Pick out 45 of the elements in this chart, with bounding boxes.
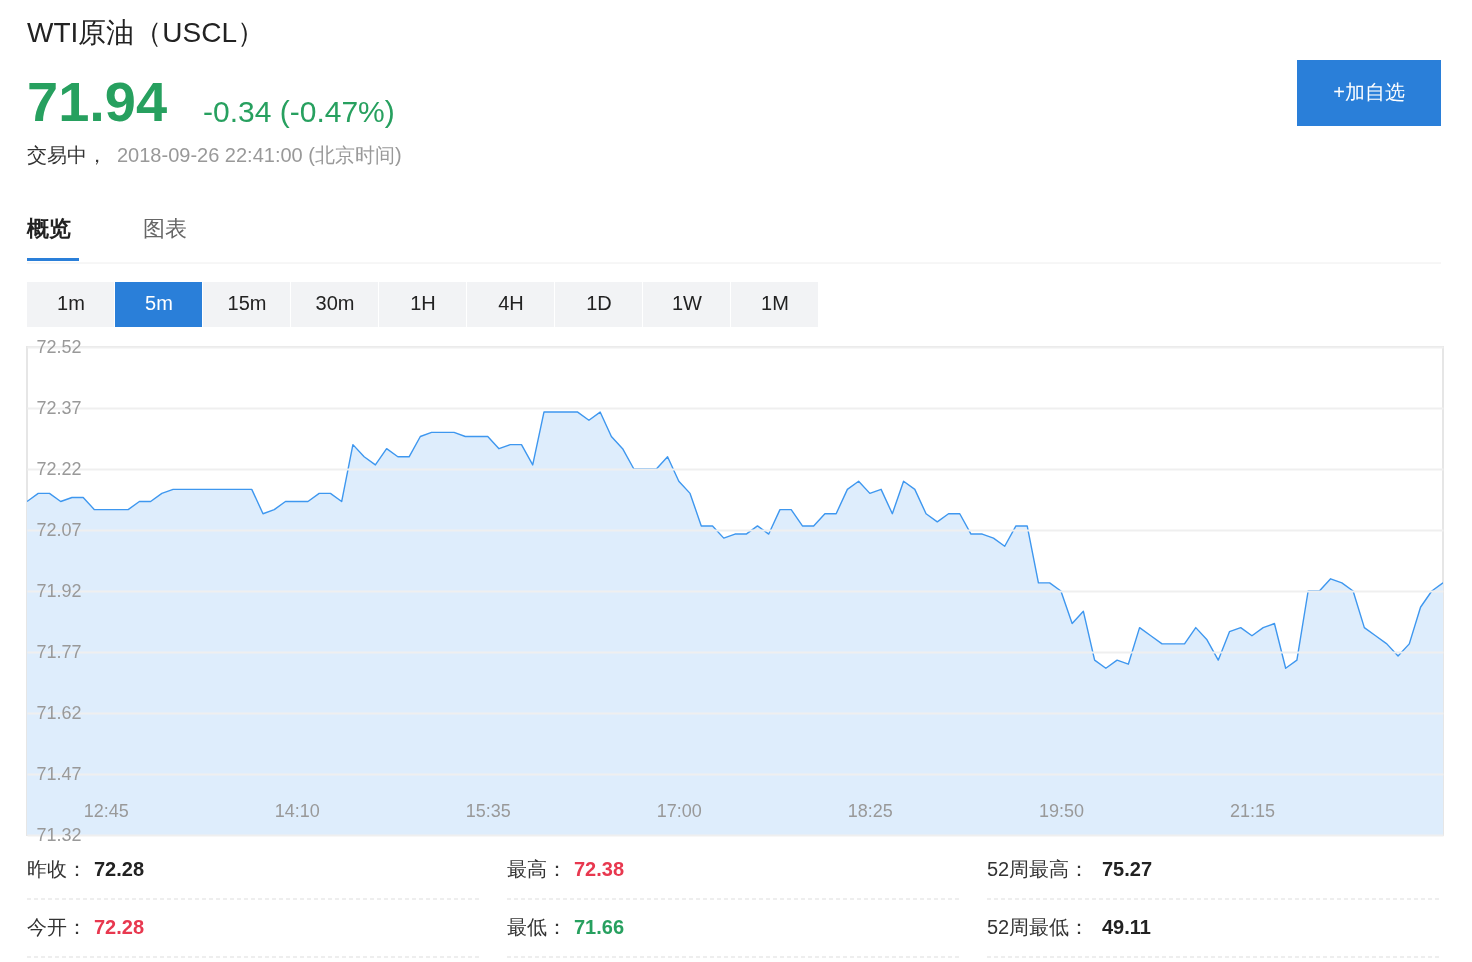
text: 图表 [143, 216, 187, 241]
text: 72.38 [574, 858, 625, 880]
x-tick-label: 14:10 [274, 800, 320, 821]
y-tick-label: 71.47 [36, 763, 82, 784]
text: 概览 [26, 216, 71, 241]
y-tick-label: 72.07 [36, 519, 82, 540]
text: 52周最低： [987, 916, 1090, 938]
text: 72.28 [94, 916, 145, 938]
text: 1H [410, 292, 436, 314]
text: 最高： [507, 858, 567, 880]
text: 4H [498, 292, 524, 314]
text: 2018-09-26 22:41:00 (北京时间) [117, 144, 402, 166]
y-tick-label: 71.92 [36, 580, 82, 601]
text: 交易中， [27, 144, 107, 166]
x-tick-label: 17:00 [656, 800, 702, 821]
x-tick-label: 18:25 [847, 800, 893, 821]
text: 1M [761, 292, 789, 314]
text: 今开： [27, 916, 87, 938]
x-tick-label: 21:15 [1229, 800, 1275, 821]
text: 49.11 [1102, 916, 1151, 938]
text: +加自选 [1333, 81, 1405, 103]
y-tick-label: 71.32 [36, 824, 82, 845]
text: 71.66 [574, 916, 625, 938]
x-tick-label: 15:35 [465, 800, 511, 821]
y-tick-label: 72.22 [36, 458, 82, 479]
text: 15m [227, 292, 267, 314]
x-tick-label: 12:45 [83, 800, 129, 821]
chart-title: WTI原油（USCL） [27, 17, 265, 48]
text: 71.94 [27, 70, 168, 133]
text: -0.34 (-0.47%) [203, 95, 395, 128]
text: 30m [315, 292, 355, 314]
text: 75.27 [1102, 858, 1153, 880]
y-tick-label: 71.77 [36, 641, 82, 662]
text: 1W [672, 292, 703, 314]
text: 1D [586, 292, 612, 314]
text: 52周最高： [987, 858, 1090, 880]
x-tick-label: 19:50 [1038, 800, 1084, 821]
y-tick-label: 72.37 [36, 397, 82, 418]
y-tick-label: 71.62 [36, 702, 82, 723]
text: 1m [57, 292, 85, 314]
text: 5m [145, 292, 173, 314]
text: 昨收： [27, 858, 87, 880]
text: 72.28 [94, 858, 145, 880]
text: 最低： [507, 916, 567, 938]
y-tick-label: 72.52 [36, 336, 82, 357]
